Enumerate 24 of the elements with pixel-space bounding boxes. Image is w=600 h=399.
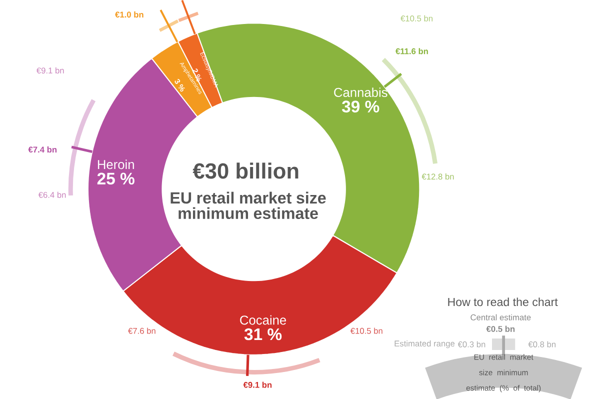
- text: EU retail market size minimum estimate: [170, 192, 326, 219]
- text: Estimated range: [394, 340, 455, 348]
- text: €11.6 bn: [396, 48, 428, 54]
- text: How to read the chart: [448, 297, 558, 306]
- text: €7.6 bn: [128, 327, 156, 334]
- text: €6.4 bn: [38, 192, 66, 198]
- text: Central estimate: [470, 314, 531, 320]
- text: €30 billion: [192, 162, 298, 179]
- text: €10.5 bn: [350, 327, 382, 334]
- data-label: 39 %: [342, 100, 380, 112]
- text: €9.1 bn: [36, 67, 64, 74]
- text: €0.5 bn: [486, 326, 515, 332]
- data-label: 25 %: [97, 172, 134, 184]
- text: €10.5 bn: [400, 15, 432, 22]
- data-label: 31 %: [244, 328, 282, 340]
- text: €12.8 bn: [422, 173, 454, 180]
- slice-label: Heroin: [98, 159, 134, 169]
- text: €1.0 bn: [115, 11, 144, 18]
- text: €0.8 bn: [528, 340, 556, 348]
- legend-label: Cannabis: [334, 87, 388, 97]
- slice-label: Cocaine: [240, 315, 286, 324]
- text: €0.3 bn: [458, 340, 486, 348]
- text: €7.4 bn: [28, 146, 57, 152]
- text: €9.1 bn: [243, 381, 272, 388]
